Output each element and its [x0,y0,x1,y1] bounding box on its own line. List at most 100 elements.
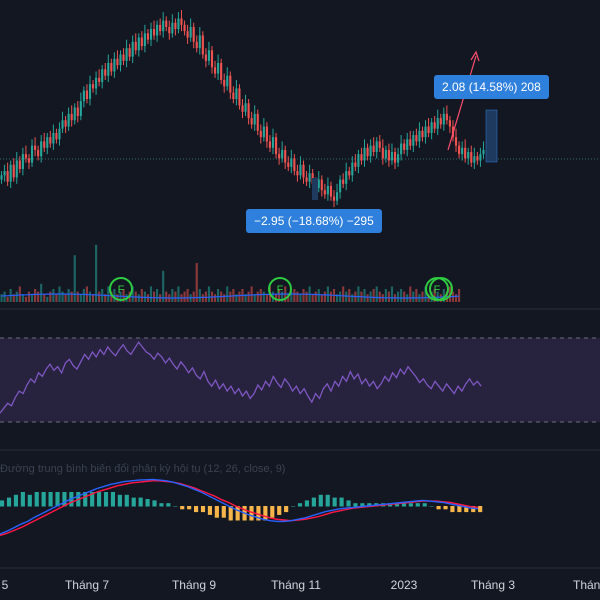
volume-bar [387,291,390,302]
volume-bar [415,289,418,302]
candle-body [21,154,24,169]
candle-body [293,158,296,172]
candle-body [317,179,320,189]
volume-bar [52,289,55,302]
candle-body [9,164,12,182]
volume-bar [320,294,323,302]
macd-histogram-bar [90,492,95,507]
macd-histogram-bar [145,499,150,507]
candle-body [332,196,336,201]
volume-bar [21,294,24,302]
macd-histogram-bar [0,500,5,507]
macd-histogram-bar [34,492,39,507]
dividend-marker-icon [268,277,292,301]
candle-body [454,137,458,146]
volume-bar [140,289,143,302]
x-tick-label: Tháng [573,578,600,592]
volume-bar [339,291,342,302]
macd-histogram-bar [103,492,109,507]
x-tick-label: Tháng 7 [65,578,109,592]
volume-bar [24,296,27,302]
candle-body [37,149,40,157]
volume-bar [396,291,400,302]
candle-body [439,118,442,125]
candle-body [308,173,311,182]
volume-bar [82,289,85,302]
macd-histogram-bar [152,500,157,507]
x-tick-label: Tháng 9 [172,578,216,592]
candle-body [98,77,101,83]
candle-body [250,118,253,125]
macd-histogram-bar [297,503,303,507]
candle-body [107,62,110,76]
candle-body [445,113,448,121]
measure-range-box-low [312,178,318,200]
candle-body [24,154,27,159]
macd-histogram-bar [166,503,171,507]
volume-bar [458,289,461,302]
candle-body [467,152,470,159]
macd-histogram-bar [97,492,102,507]
candle-body [226,75,229,87]
dividend-marker-label: F [118,284,125,296]
candle-body [220,62,223,80]
volume-bar [400,289,403,302]
candle-body [125,48,128,61]
candle-body [210,50,214,68]
volume-bar [412,291,415,302]
candle-body [412,135,415,146]
candle-body [156,24,159,36]
candle-body [387,149,390,161]
macd-histogram-bar [422,503,427,507]
candle-body [174,22,177,30]
macd-histogram-bar [200,506,206,513]
volume-bar [293,289,296,302]
candle-body [320,179,323,191]
volume-bar [30,294,34,302]
macd-histogram-bar [131,497,136,507]
candle-body [476,156,479,161]
macd-histogram-bar [180,506,185,510]
candle-body [287,162,290,167]
measure-arrow-upper [470,50,480,62]
candle-body [244,103,247,112]
candle-body [372,145,375,153]
macd-histogram-bar [408,503,413,507]
candle-body [473,156,476,163]
volume-bar [317,289,320,302]
candle-body [113,58,116,72]
x-tick-label: 5 [2,578,9,592]
macd-histogram-bar [471,506,476,513]
volume-ma-line [1,293,460,299]
candle-body [351,162,354,176]
volume-bar [323,291,326,302]
candle-body [354,162,357,167]
volume-bar [348,289,351,302]
volume-bar [366,294,369,302]
volume-bar [88,291,92,302]
volume-bar [6,296,9,302]
volume-bar [137,294,140,302]
candle-body [85,90,89,100]
rsi-line [0,341,482,414]
volume-bar [274,294,278,302]
volume-bar [131,286,134,302]
candle-body [253,113,256,125]
volume-bar [247,291,250,302]
macd-histogram-bar [401,503,407,507]
signal-line [0,480,479,537]
volume-bar [122,289,125,302]
volume-bar [326,286,329,302]
volume-bar [43,294,46,302]
candle-body [134,41,137,51]
candle-body [149,29,153,40]
candle-body [116,58,119,66]
volume-bar [433,289,436,302]
candle-body [128,48,131,57]
dividend-marker-icon [109,277,133,301]
candle-body [58,128,61,140]
macd-histogram-bar [27,494,32,507]
volume-bar [265,294,268,302]
candle-body [415,135,418,142]
